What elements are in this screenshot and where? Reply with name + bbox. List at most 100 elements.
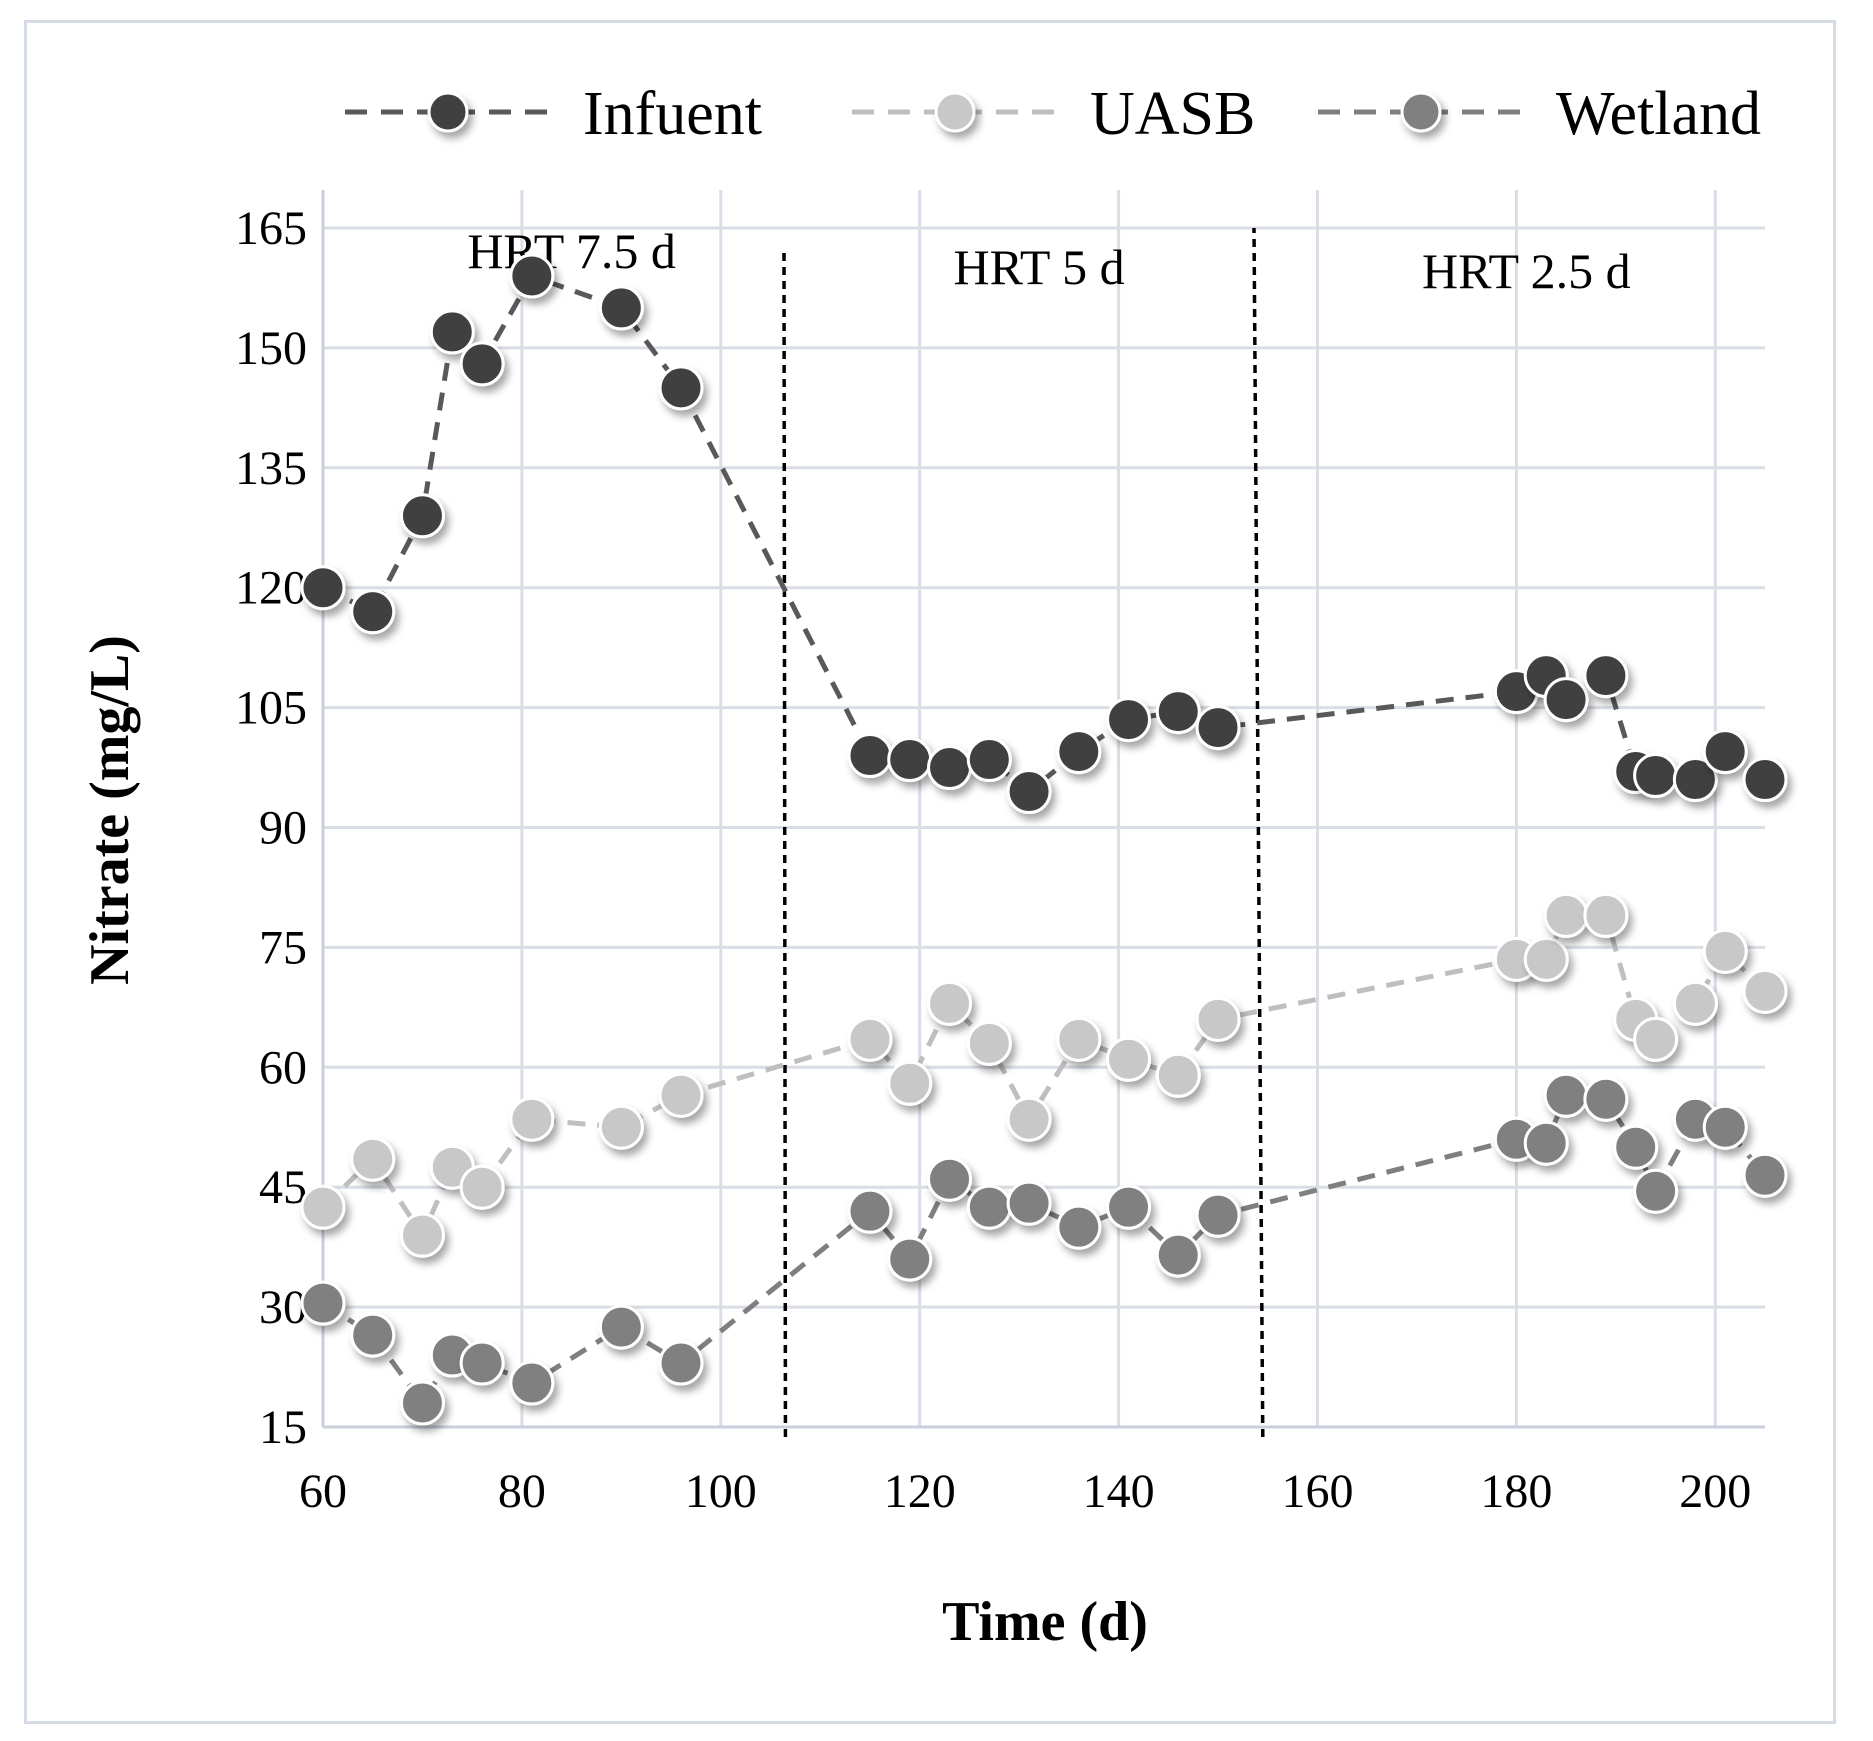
data-point-uasb-5 — [509, 1096, 555, 1142]
legend-label-uasb: UASB — [1090, 80, 1255, 148]
series-wetland — [300, 1072, 1788, 1426]
x-tick-label-160: 160 — [1281, 1465, 1353, 1518]
data-point-infuent-1 — [350, 589, 396, 635]
y-tick-label-120: 120 — [235, 562, 307, 615]
data-point-wetland-8 — [847, 1188, 893, 1234]
data-point-uasb-0 — [300, 1184, 346, 1230]
data-point-infuent-15 — [1155, 689, 1201, 735]
y-tick-label-30: 30 — [259, 1281, 307, 1334]
data-point-infuent-19 — [1543, 677, 1589, 723]
x-tick-label-180: 180 — [1480, 1465, 1552, 1518]
data-point-uasb-10 — [927, 980, 973, 1026]
data-point-uasb-22 — [1633, 1016, 1679, 1062]
data-point-wetland-9 — [887, 1236, 933, 1282]
data-point-uasb-9 — [887, 1060, 933, 1106]
data-point-infuent-4 — [459, 341, 505, 387]
data-point-infuent-25 — [1742, 757, 1788, 803]
series-line-infuent — [321, 272, 1767, 795]
data-point-uasb-1 — [350, 1136, 396, 1182]
y-axis-title: Nitrate (mg/L) — [79, 635, 141, 985]
series — [300, 253, 1788, 1426]
y-tick-label-105: 105 — [235, 682, 307, 735]
legend: Infuent UASB Wetland — [345, 80, 1761, 148]
hrt-region-label-3: HRT 2.5 d — [1422, 243, 1631, 299]
axes: 15 30 45 60 75 90 105 120 135 150 165 60 80 100 120 140… — [235, 190, 1765, 1518]
data-point-uasb-4 — [459, 1164, 505, 1210]
data-point-uasb-25 — [1742, 968, 1788, 1014]
data-point-uasb-14 — [1106, 1036, 1152, 1082]
series-infuent — [300, 253, 1788, 815]
data-point-wetland-19 — [1543, 1072, 1589, 1118]
data-point-wetland-18 — [1523, 1120, 1569, 1166]
x-tick-label-140: 140 — [1083, 1465, 1155, 1518]
y-tick-label-90: 90 — [259, 802, 307, 855]
hrt-region-labels: HRT 7.5 d HRT 5 d HRT 2.5 d — [467, 223, 1630, 299]
data-point-wetland-7 — [658, 1340, 704, 1386]
data-point-infuent-20 — [1583, 653, 1629, 699]
data-point-infuent-7 — [658, 365, 704, 411]
data-point-infuent-11 — [966, 737, 1012, 783]
data-point-wetland-6 — [598, 1304, 644, 1350]
data-point-uasb-23 — [1672, 980, 1718, 1026]
data-point-uasb-6 — [598, 1104, 644, 1150]
y-tick-label-45: 45 — [259, 1161, 307, 1214]
y-tick-label-165: 165 — [235, 202, 307, 255]
grid — [321, 190, 1765, 1427]
data-point-infuent-6 — [598, 285, 644, 331]
x-tick-label-60: 60 — [299, 1465, 347, 1518]
data-point-uasb-19 — [1543, 892, 1589, 938]
data-point-uasb-13 — [1056, 1016, 1102, 1062]
data-point-wetland-13 — [1056, 1204, 1102, 1250]
data-point-uasb-16 — [1195, 996, 1241, 1042]
legend-label-wetland: Wetland — [1556, 80, 1761, 148]
hrt-region-label-1: HRT 7.5 d — [467, 223, 676, 279]
data-point-wetland-11 — [966, 1184, 1012, 1230]
x-axis-title: Time (d) — [942, 1591, 1148, 1653]
data-point-wetland-14 — [1106, 1184, 1152, 1230]
data-point-infuent-24 — [1702, 729, 1748, 775]
data-point-wetland-0 — [300, 1280, 346, 1326]
data-point-uasb-8 — [847, 1016, 893, 1062]
data-point-wetland-24 — [1702, 1104, 1748, 1150]
legend-marker-wetland — [1400, 91, 1442, 133]
series-uasb — [300, 892, 1788, 1258]
data-point-infuent-9 — [887, 737, 933, 783]
data-point-uasb-2 — [399, 1212, 445, 1258]
data-point-wetland-16 — [1195, 1192, 1241, 1238]
legend-marker-infuent — [427, 91, 469, 133]
data-point-wetland-4 — [459, 1340, 505, 1386]
data-point-infuent-23 — [1672, 757, 1718, 803]
data-point-uasb-15 — [1155, 1052, 1201, 1098]
hrt-divider-1 — [782, 251, 788, 1438]
data-point-infuent-16 — [1195, 705, 1241, 751]
data-point-wetland-15 — [1155, 1232, 1201, 1278]
data-point-wetland-2 — [399, 1380, 445, 1426]
data-point-wetland-1 — [350, 1312, 396, 1358]
data-point-uasb-11 — [966, 1020, 1012, 1066]
data-point-uasb-7 — [658, 1072, 704, 1118]
data-point-uasb-24 — [1702, 928, 1748, 974]
data-point-infuent-10 — [927, 745, 973, 791]
data-point-wetland-20 — [1583, 1076, 1629, 1122]
data-point-infuent-12 — [1006, 769, 1052, 815]
data-point-infuent-2 — [399, 493, 445, 539]
x-tick-label-200: 200 — [1679, 1465, 1751, 1518]
data-point-infuent-5 — [509, 253, 555, 299]
hrt-region-label-2: HRT 5 d — [953, 239, 1124, 295]
data-point-infuent-13 — [1056, 729, 1102, 775]
legend-marker-uasb — [934, 91, 976, 133]
y-tick-label-75: 75 — [259, 921, 307, 974]
data-point-uasb-18 — [1523, 936, 1569, 982]
data-point-wetland-25 — [1742, 1152, 1788, 1198]
chart-frame — [24, 20, 1836, 1724]
data-point-infuent-0 — [300, 565, 346, 611]
y-tick-label-15: 15 — [259, 1401, 307, 1454]
data-point-wetland-10 — [927, 1156, 973, 1202]
data-point-infuent-14 — [1106, 697, 1152, 743]
x-tick-label-120: 120 — [884, 1465, 956, 1518]
data-point-uasb-20 — [1583, 892, 1629, 938]
y-tick-label-60: 60 — [259, 1041, 307, 1094]
data-point-infuent-8 — [847, 733, 893, 779]
data-point-uasb-12 — [1006, 1096, 1052, 1142]
